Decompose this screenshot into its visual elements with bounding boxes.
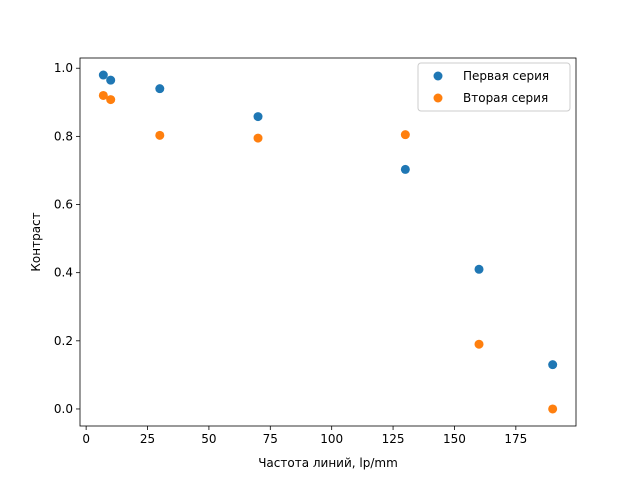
data-point-series-1 [253,112,263,122]
data-point-series-1 [400,164,410,174]
legend: Первая серия Вторая серия [417,62,571,112]
data-point-series-1 [106,75,116,85]
x-axis-label: Частота линий, lp/mm [258,456,398,470]
x-axis-ticks: 0 25 50 75 100 125 150 175 [82,426,527,446]
legend-marker-series-2 [433,93,443,103]
x-tick-label: 175 [504,432,527,446]
x-tick-label: 75 [263,432,278,446]
data-point-series-2 [106,95,116,105]
axes-frame [79,57,577,427]
data-point-series-1 [548,360,558,370]
data-point-series-2 [253,133,263,143]
data-point-series-2 [548,404,558,414]
x-tick-label: 125 [382,432,405,446]
y-tick-label: 0.4 [54,266,73,280]
legend-box [417,62,571,112]
x-tick-label: 50 [201,432,216,446]
y-tick-label: 0.8 [54,129,73,143]
data-point-series-2 [98,90,108,100]
y-axis-label: Контраст [29,212,43,271]
plot-area [79,57,577,427]
data-points [98,70,558,414]
data-point-series-2 [474,339,484,349]
legend-label-series-2: Вторая серия [463,91,548,105]
legend-label-series-1: Первая серия [463,69,549,83]
y-tick-label: 0.2 [54,334,73,348]
x-tick-label: 0 [82,432,90,446]
x-tick-label: 150 [443,432,466,446]
data-point-series-1 [155,84,165,94]
x-tick-label: 100 [320,432,343,446]
y-tick-label: 0.6 [54,198,73,212]
data-point-series-1 [474,264,484,274]
legend-marker-series-1 [433,71,443,81]
data-point-series-2 [155,130,165,140]
data-point-series-2 [400,130,410,140]
y-tick-label: 0.0 [54,402,73,416]
data-point-series-1 [98,70,108,80]
x-tick-label: 25 [140,432,155,446]
y-tick-label: 1.0 [54,61,73,75]
y-axis-ticks: 0.0 0.2 0.4 0.6 0.8 1.0 [54,61,80,416]
